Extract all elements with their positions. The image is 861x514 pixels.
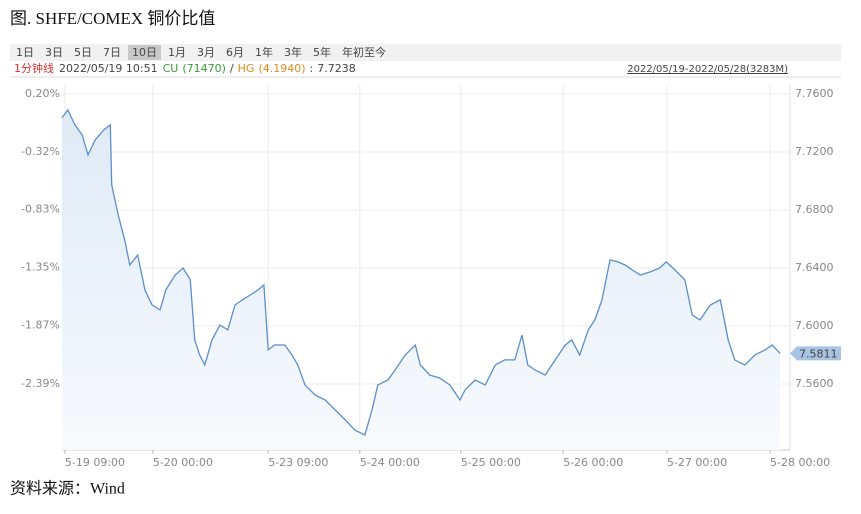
y-tick-label: -0.32% — [21, 145, 60, 158]
y-tick-label: 0.20% — [25, 87, 60, 100]
tab-bar — [10, 44, 841, 61]
tab[interactable]: 5日 — [74, 46, 92, 59]
interval: 1分钟线 — [14, 61, 54, 75]
colon: : — [310, 62, 314, 75]
tabs: 1日 3日 5日 7日 10日 1月 3月 6月 1年 3年 5年 年初至今 — [16, 45, 386, 60]
y-tick-label: -1.35% — [21, 261, 60, 274]
y-tick-label: -0.83% — [21, 202, 60, 215]
x-tick-label: 5-26 00:00 — [563, 456, 623, 469]
title: 图. SHFE/COMEX 铜价比值 — [10, 9, 215, 28]
tab[interactable]: 3日 — [45, 46, 63, 59]
y2-tick-label: 7.6000 — [795, 319, 834, 332]
tab[interactable]: 3月 — [197, 46, 215, 59]
line — [61, 108, 781, 437]
current-value: 7.5811 — [799, 347, 838, 360]
y2-tick-label: 7.7600 — [795, 87, 834, 100]
area — [62, 109, 781, 451]
tab[interactable]: 1月 — [168, 46, 186, 59]
y2-tick-label: 7.6400 — [795, 261, 834, 274]
x-tick-label: 5-20 00:00 — [153, 456, 213, 469]
x-tick-label: 5-27 00:00 — [667, 456, 727, 469]
x-tick-label: 5-25 00:00 — [461, 456, 521, 469]
tab-bg — [128, 45, 161, 60]
x-tick-label: 5-23 09:00 — [268, 456, 328, 469]
y2-tick-label: 7.5600 — [795, 377, 834, 390]
sep: / — [230, 62, 234, 75]
tab[interactable]: 5年 — [313, 45, 331, 59]
y2-tick-label: 7.6800 — [795, 203, 834, 216]
time: 2022/05/19 10:51 — [59, 62, 158, 75]
cu-label: CU — [163, 62, 179, 75]
tab[interactable]: 10日 — [132, 46, 157, 59]
plot: 7.7600 7.7200 7.6800 7.6400 7.6000 7.5600 0.20… — [21, 85, 841, 469]
tab[interactable]: 3年 — [284, 45, 302, 59]
x-tick-label: 5-28 00:00 — [770, 456, 830, 469]
hg-value: (4.1940) — [258, 62, 305, 75]
hg-label: HG — [238, 62, 255, 75]
ratio: 7.7238 — [317, 62, 356, 75]
x-tick-label: 5-19 09:00 — [65, 456, 125, 469]
range: 2022/05/19-2022/05/28(3283M) — [627, 64, 788, 75]
tab[interactable]: 6月 — [226, 46, 244, 59]
tab[interactable]: 1年 — [255, 45, 273, 59]
current-tag — [790, 346, 841, 361]
tab[interactable]: 1日 — [16, 46, 34, 59]
source: 资料来源：Wind — [10, 480, 125, 498]
y-tick-label: -1.87% — [21, 319, 60, 332]
cu-value: (71470) — [182, 62, 226, 75]
y-tick-label: -2.39% — [21, 377, 60, 390]
y2-tick-label: 7.7200 — [795, 145, 834, 158]
x-tick-label: 5-24 00:00 — [360, 456, 420, 469]
info-line: 1分钟线 2022/05/19 10:51 CU (71470) / HG (4.1940)… — [14, 61, 356, 75]
tab[interactable]: 7日 — [103, 46, 121, 59]
tab[interactable]: 年初至今 — [342, 45, 386, 59]
